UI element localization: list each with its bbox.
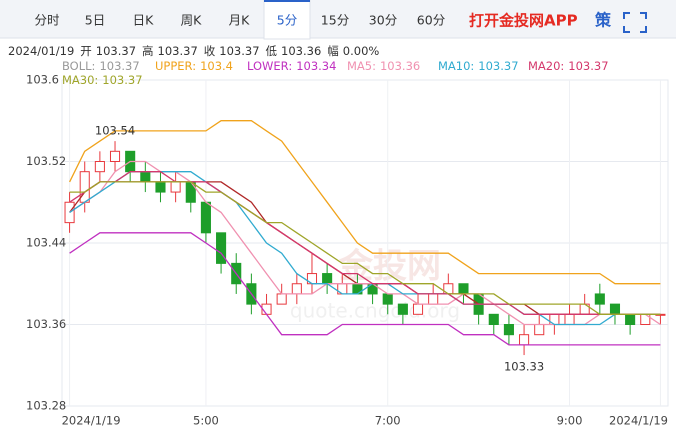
info-date: 2024/01/19 [8, 44, 74, 58]
legend-name: MA20: [528, 59, 564, 73]
candle-body [625, 313, 636, 325]
legend-entry: MA5: 103.36 [347, 59, 420, 73]
tab[interactable]: 分时 [34, 13, 60, 28]
candle-body [488, 313, 499, 325]
legend-entry: MA30: 103.37 [62, 73, 143, 87]
legend-entry: BOLL: 103.37 [62, 59, 140, 73]
legend-name: MA5: [347, 59, 376, 73]
plot [61, 79, 669, 407]
candle-body [458, 283, 469, 295]
y-tick-label: 103.44 [26, 236, 66, 250]
x-tick-label: 2024/1/19 [609, 414, 668, 427]
candle-body [519, 334, 530, 346]
legend-value: 103.36 [380, 59, 420, 73]
tab-bar [0, 0, 676, 38]
candle-body [503, 324, 514, 336]
candle-body [534, 324, 545, 336]
tab[interactable]: 5日 [85, 13, 105, 28]
info-label: 高 [142, 44, 154, 58]
candle-body [64, 201, 75, 224]
tab[interactable]: 月K [229, 13, 251, 28]
legend-value: 103.4 [200, 59, 233, 73]
indicator-line [69, 171, 661, 326]
candle-body [216, 232, 227, 264]
candle-body [322, 273, 333, 285]
legend-name: MA30: [62, 73, 98, 87]
candle-body [276, 293, 287, 305]
x-tick-label: 2024/1/19 [62, 414, 121, 427]
candle-body [564, 313, 575, 325]
legend-entry: MA20: 103.37 [528, 59, 609, 73]
high-label: 103.54 [95, 124, 135, 138]
candle-body [397, 303, 408, 315]
candle-body [412, 303, 424, 315]
legend-name: LOWER: [247, 59, 292, 73]
info-value: 103.37 [158, 44, 198, 58]
x-tick-label: 9:00 [557, 414, 583, 427]
indicator-line [69, 181, 661, 315]
expand-icon[interactable] [623, 12, 647, 33]
legend-entry: UPPER: 103.4 [155, 59, 233, 73]
tab[interactable]: 15分 [321, 13, 349, 28]
candle-body [594, 293, 605, 305]
legend-value: 103.37 [568, 59, 608, 73]
legend-name: BOLL: [62, 59, 95, 73]
legend-entry: MA10: 103.37 [438, 59, 519, 73]
indicator-line [69, 232, 661, 346]
candle-body [609, 303, 621, 315]
candle-body [291, 283, 302, 295]
legend-value: 103.37 [102, 73, 142, 87]
expand-icon-path [623, 12, 647, 33]
info-label: 低 [266, 44, 278, 58]
y-tick-label: 103.6 [26, 73, 59, 87]
legend-value: 103.37 [99, 59, 139, 73]
info-value: 103.37 [219, 44, 259, 58]
legend-name: MA10: [438, 59, 474, 73]
info-value: 0.00% [343, 44, 380, 58]
candle-body [200, 201, 211, 234]
candle-body [428, 293, 439, 305]
indicator-line [69, 171, 661, 315]
legend-entry: LOWER: 103.34 [247, 59, 336, 73]
x-tick-label: 5:00 [193, 414, 219, 427]
tab[interactable]: 30分 [369, 13, 397, 28]
candle-body [185, 181, 196, 203]
legend-name: UPPER: [155, 59, 196, 73]
candle-body [382, 293, 393, 305]
low-label: 103.33 [504, 360, 544, 374]
info-label: 幅 [327, 44, 339, 58]
candle-body [109, 150, 121, 162]
brand[interactable]: 打开金投网APP [469, 12, 578, 30]
tab[interactable]: 5分 [277, 13, 297, 28]
tab[interactable]: 周K [181, 13, 203, 28]
tab-selected-bg [263, 0, 311, 40]
legend-value: 103.34 [296, 59, 336, 73]
info-line: 2024/01/19 开 103.37 高 103.37 收 103.37 低 103.36 幅 0… [8, 44, 379, 58]
strategy-button[interactable]: 策 [594, 11, 612, 30]
tab[interactable]: 日K [133, 13, 155, 28]
legend-value: 103.37 [478, 59, 518, 73]
candle-body [79, 171, 90, 203]
candle-body [170, 181, 181, 193]
info-label: 开 [80, 44, 92, 58]
y-tick-label: 103.36 [26, 317, 66, 331]
candle-body [140, 171, 151, 183]
info-value: 103.36 [281, 44, 321, 58]
x-tick-label: 7:00 [375, 414, 401, 427]
candle-body [94, 161, 105, 173]
candle-body [155, 181, 166, 193]
y-tick-label: 103.28 [26, 399, 66, 413]
info-value: 103.37 [96, 44, 136, 58]
indicator-line [69, 120, 661, 285]
info-label: 收 [204, 44, 216, 58]
tab[interactable]: 60分 [417, 13, 445, 28]
y-tick-label: 103.52 [26, 154, 66, 168]
